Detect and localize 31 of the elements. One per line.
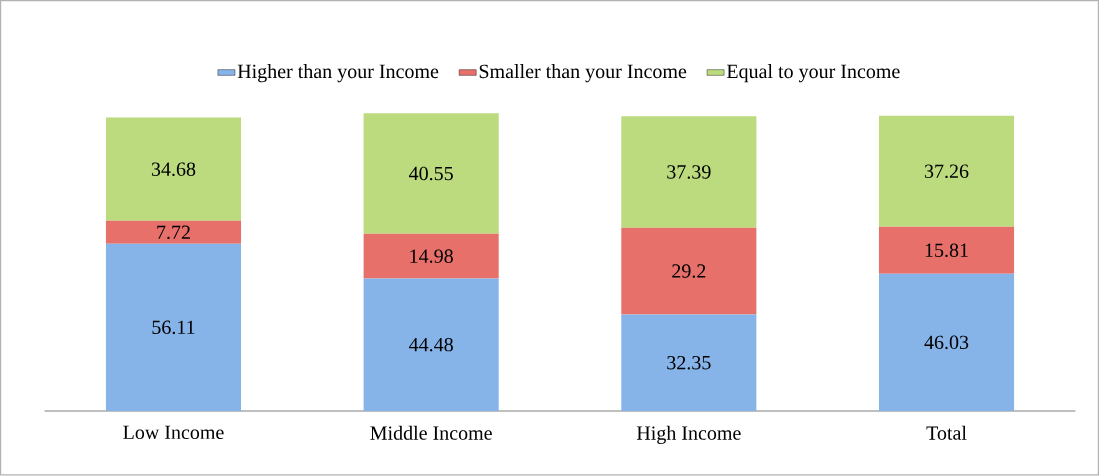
- bar: [621, 116, 757, 228]
- bar: [363, 113, 499, 235]
- bar: [621, 227, 757, 315]
- bar: [105, 117, 242, 222]
- bar: [878, 116, 1015, 228]
- x-tick-label: Low Income: [123, 426, 224, 440]
- bar: [878, 227, 1015, 275]
- bar: [363, 278, 499, 412]
- x-tick-label: Total: [926, 425, 967, 441]
- bar: [621, 314, 757, 412]
- data-label: 56.11: [152, 320, 195, 335]
- data-label: 37.26: [924, 164, 969, 179]
- bar: [878, 274, 1015, 412]
- x-tick-label: Middle Income: [370, 425, 492, 441]
- data-label: 7.72: [157, 225, 190, 240]
- data-label: 15.81: [925, 243, 968, 258]
- data-label: 14.98: [410, 249, 453, 264]
- bar: [363, 234, 499, 279]
- bar: [105, 244, 242, 412]
- data-label: 29.2: [672, 264, 706, 279]
- data-label: 37.39: [667, 165, 711, 179]
- legend-label: Smaller than your Income: [479, 64, 687, 83]
- legend-label: Higher than your Income: [237, 64, 439, 83]
- data-label: 34.68: [151, 162, 196, 177]
- bar: [105, 221, 242, 245]
- legend-label: Equal to your Income: [726, 64, 900, 83]
- data-label: 40.55: [409, 166, 453, 181]
- data-label: 32.35: [667, 356, 711, 370]
- data-label: 46.03: [924, 335, 969, 350]
- data-label: 44.48: [409, 338, 453, 352]
- x-tick-label: High Income: [636, 425, 741, 445]
